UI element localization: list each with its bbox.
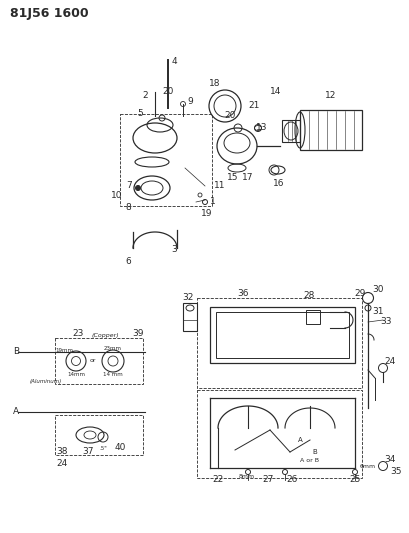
Text: 19: 19 [201, 209, 212, 219]
Text: 9: 9 [187, 96, 192, 106]
Text: A: A [13, 408, 19, 416]
Text: 6: 6 [125, 257, 130, 266]
Text: 22: 22 [212, 475, 223, 484]
Text: 19mm: 19mm [55, 348, 73, 352]
Text: 33: 33 [379, 318, 391, 327]
Bar [196, 298, 361, 388]
Text: 13: 13 [256, 124, 267, 133]
Text: 36: 36 [237, 289, 248, 298]
Bar [305, 310, 319, 324]
Text: (Aluminum): (Aluminum) [30, 379, 62, 384]
Text: 39: 39 [132, 328, 144, 337]
Text: 38: 38 [56, 448, 67, 456]
Text: 26: 26 [285, 475, 297, 484]
Text: 23mm: 23mm [104, 346, 122, 351]
Text: 12: 12 [324, 91, 336, 100]
Text: 20: 20 [224, 111, 235, 120]
Text: 14mm: 14mm [67, 373, 85, 377]
Text: 4: 4 [172, 58, 177, 67]
Text: (Copper): (Copper) [91, 334, 119, 338]
Text: 28: 28 [303, 292, 314, 301]
Bar [182, 303, 196, 331]
Text: 3: 3 [171, 246, 176, 254]
Text: 20: 20 [162, 87, 173, 96]
Circle shape [135, 185, 140, 190]
Text: 10: 10 [110, 191, 122, 200]
Text: 7: 7 [126, 182, 132, 190]
Text: 2: 2 [142, 92, 148, 101]
Text: .5": .5" [99, 446, 107, 450]
Bar [299, 110, 361, 150]
Text: 8mm: 8mm [238, 473, 254, 479]
Text: 29: 29 [353, 289, 365, 298]
Text: 40: 40 [114, 443, 126, 453]
Text: 24: 24 [384, 358, 395, 367]
Text: 37: 37 [82, 448, 94, 456]
Text: 32: 32 [182, 293, 193, 302]
Bar [209, 307, 354, 363]
Text: A: A [297, 437, 302, 443]
Text: 30: 30 [371, 286, 383, 295]
Text: 81J56 1600: 81J56 1600 [10, 7, 88, 20]
Text: 21: 21 [247, 101, 259, 110]
Bar [55, 338, 143, 384]
Text: 16: 16 [272, 179, 284, 188]
Text: 14 mm: 14 mm [103, 373, 123, 377]
Text: 27: 27 [262, 475, 273, 484]
Text: 25: 25 [348, 475, 360, 484]
Text: 15: 15 [227, 174, 238, 182]
Text: 6mm: 6mm [359, 464, 375, 469]
Bar [55, 415, 143, 455]
Text: 23: 23 [72, 328, 83, 337]
Text: 18: 18 [209, 79, 220, 88]
Text: 8: 8 [125, 204, 130, 213]
Bar [196, 390, 361, 478]
Text: 34: 34 [383, 456, 395, 464]
Text: 24: 24 [56, 459, 67, 469]
Text: A or B: A or B [300, 457, 319, 463]
Text: 1: 1 [209, 198, 215, 206]
Text: 17: 17 [242, 173, 253, 182]
Text: 31: 31 [371, 308, 383, 317]
Text: B: B [13, 348, 19, 357]
Text: 14: 14 [270, 87, 281, 96]
Bar [281, 120, 299, 142]
Text: 5: 5 [137, 109, 143, 118]
Bar [216, 312, 348, 358]
Text: 35: 35 [389, 467, 401, 477]
Bar [120, 114, 211, 206]
Text: or: or [90, 359, 96, 364]
Text: B: B [312, 449, 317, 455]
Text: 11: 11 [213, 182, 225, 190]
